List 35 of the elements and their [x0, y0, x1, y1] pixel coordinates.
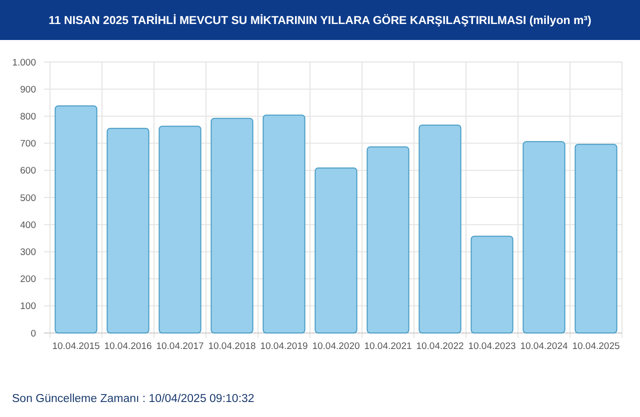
bar — [262, 114, 306, 334]
bar — [522, 141, 566, 334]
x-tick-label: 10.04.2018 — [208, 341, 256, 352]
x-tick-label: 10.04.2022 — [416, 341, 464, 352]
y-tick-label: 700 — [20, 138, 36, 150]
x-tick-label: 10.04.2019 — [260, 341, 308, 352]
bar — [54, 105, 98, 334]
y-tick-label: 600 — [20, 166, 36, 177]
bar — [574, 144, 618, 334]
chart-title: 11 NISAN 2025 TARİHLİ MEVCUT SU MİKTARININ YILLARA GÖRE KARŞILAŞTIRILMASI (milyon m³) — [48, 14, 592, 27]
x-tick-label: 10.04.2024 — [520, 341, 568, 352]
bar — [158, 126, 202, 334]
bar — [210, 118, 254, 334]
bar — [106, 128, 150, 334]
y-tick-label: 200 — [20, 274, 36, 286]
x-tick-label: 10.04.2021 — [364, 341, 412, 352]
x-tick-label: 10.04.2025 — [572, 341, 620, 352]
y-tick-label: 100 — [20, 301, 36, 312]
y-tick-label: 800 — [20, 112, 36, 123]
y-tick-label: 400 — [20, 220, 36, 231]
bar — [470, 236, 514, 334]
x-tick-label: 10.04.2016 — [104, 341, 152, 352]
y-tick-label: 300 — [20, 247, 36, 258]
y-tick-label: 1.000 — [12, 57, 36, 68]
x-tick-label: 10.04.2020 — [312, 341, 360, 352]
y-tick-label: 900 — [20, 84, 36, 96]
x-tick-label: 10.04.2023 — [468, 341, 516, 352]
x-tick-label: 10.04.2017 — [156, 341, 204, 352]
bar — [418, 124, 462, 334]
bar — [314, 167, 358, 334]
text: Son Güncelleme Zamanı : 10/04/2025 09:10:32 — [12, 393, 254, 405]
y-tick-label: 0 — [30, 328, 36, 340]
y-tick-label: 500 — [20, 192, 36, 204]
bar — [366, 146, 410, 334]
x-tick-label: 10.04.2015 — [52, 341, 100, 352]
